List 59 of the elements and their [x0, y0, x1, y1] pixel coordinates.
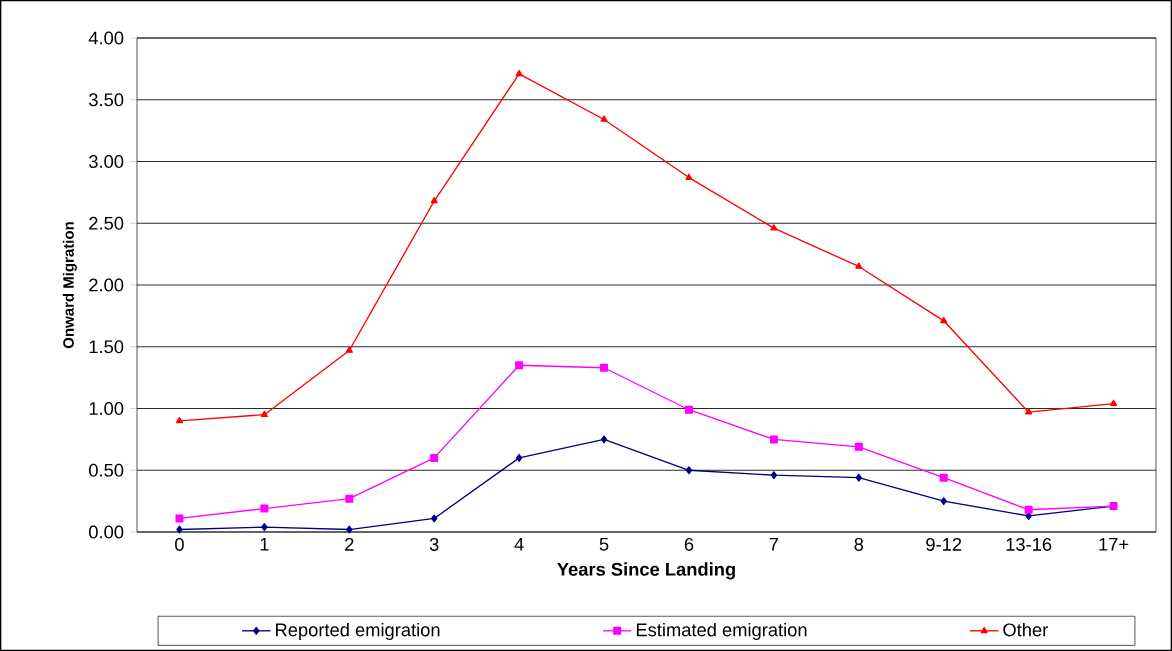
point: [515, 453, 523, 462]
point: [1025, 408, 1033, 415]
point: [1110, 399, 1118, 406]
point: [176, 525, 183, 534]
point: [685, 173, 693, 180]
point: [346, 525, 353, 534]
y-tick-label: 1.50: [89, 340, 124, 354]
legend-label: Estimated emigration: [636, 622, 807, 640]
y-tick-label: 2.00: [89, 278, 124, 292]
point: [261, 523, 268, 532]
point: [430, 197, 438, 204]
point: [600, 115, 608, 122]
x-tick-label: 7: [769, 537, 779, 551]
x-tick-label: 9-12: [926, 537, 962, 551]
point: [770, 224, 778, 231]
y-tick-label: 0.50: [89, 463, 124, 477]
x-tick-label: 5: [599, 537, 609, 551]
point: [431, 514, 438, 523]
x-tick-label: 17+: [1099, 537, 1129, 551]
point: [515, 361, 524, 370]
point: [515, 69, 523, 77]
point: [260, 410, 268, 418]
y-tick-label: 3.50: [89, 93, 124, 107]
y-tick-label: 1.00: [89, 402, 124, 415]
point: [600, 435, 608, 444]
x-tick-label: 4: [514, 537, 524, 551]
x-tick-label: 13-16: [1006, 537, 1052, 551]
point: [260, 504, 269, 513]
y-tick-label: 3.00: [89, 155, 124, 168]
point: [175, 514, 184, 523]
point: [855, 473, 862, 482]
point: [1024, 505, 1033, 514]
point: [769, 435, 778, 444]
point: [430, 453, 439, 462]
y-tick-label: 4.00: [88, 31, 124, 45]
x-tick-label: 8: [854, 537, 864, 551]
x-tick-label: 6: [684, 537, 694, 551]
y-axis-title: Onward Migration: [62, 222, 77, 349]
point: [940, 316, 948, 324]
point: [345, 346, 353, 353]
point: [600, 363, 609, 372]
point: [770, 471, 778, 480]
legend-label: Reported emigration: [276, 622, 440, 640]
point: [854, 442, 863, 451]
y-tick-label: 0.00: [89, 525, 124, 539]
x-tick-label: 2: [345, 537, 354, 551]
point: [685, 466, 693, 475]
point: [684, 405, 693, 414]
legend-label: Other: [1003, 622, 1048, 637]
point: [345, 494, 354, 503]
x-tick-label: 3: [429, 537, 439, 551]
point: [855, 262, 863, 269]
point: [939, 473, 948, 482]
x-tick-label: 1: [260, 537, 269, 551]
point: [940, 497, 947, 506]
y-tick-label: 2.50: [89, 216, 124, 230]
x-axis-title: Years Since Landing: [557, 562, 735, 580]
x-tick-label: 0: [175, 537, 184, 551]
point: [175, 416, 184, 424]
